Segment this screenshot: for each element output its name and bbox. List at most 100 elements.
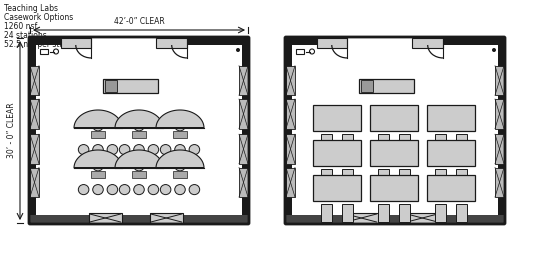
Ellipse shape <box>107 145 118 155</box>
Bar <box>296 49 304 54</box>
Ellipse shape <box>78 185 89 195</box>
Bar <box>156 38 187 48</box>
Bar <box>187 38 248 45</box>
Text: 30’ - 0” CLEAR: 30’ - 0” CLEAR <box>7 103 16 158</box>
Bar <box>239 167 248 197</box>
Bar <box>30 66 39 95</box>
Bar <box>435 134 446 152</box>
Bar <box>378 204 389 222</box>
Bar <box>495 134 504 164</box>
Text: Casework Options: Casework Options <box>4 13 73 22</box>
Bar <box>427 175 475 201</box>
Bar <box>242 38 248 223</box>
Bar <box>399 204 410 222</box>
Bar <box>406 213 439 223</box>
Polygon shape <box>115 150 163 168</box>
Bar <box>435 204 446 222</box>
Bar <box>40 49 48 54</box>
Bar <box>30 215 248 223</box>
Ellipse shape <box>175 145 185 155</box>
Bar <box>239 99 248 129</box>
Text: 24 stations: 24 stations <box>4 31 47 40</box>
Ellipse shape <box>160 185 171 195</box>
Bar <box>321 134 332 152</box>
Bar <box>313 140 361 166</box>
Bar <box>378 169 389 187</box>
Bar <box>30 38 36 223</box>
Polygon shape <box>74 150 122 168</box>
Ellipse shape <box>160 145 171 155</box>
Bar <box>456 169 467 187</box>
Ellipse shape <box>107 185 118 195</box>
Bar <box>286 99 295 129</box>
Polygon shape <box>115 110 163 128</box>
Bar <box>317 38 347 48</box>
Ellipse shape <box>78 145 89 155</box>
Bar <box>173 131 187 138</box>
Bar <box>286 38 504 223</box>
Ellipse shape <box>175 161 185 171</box>
Bar <box>498 38 504 223</box>
Ellipse shape <box>189 145 200 155</box>
Bar <box>456 134 467 152</box>
Bar <box>132 131 146 138</box>
Text: Teaching Labs: Teaching Labs <box>4 4 58 13</box>
Bar <box>435 169 446 187</box>
Bar <box>150 213 182 223</box>
Ellipse shape <box>134 185 144 195</box>
Bar <box>89 213 121 223</box>
Bar <box>239 66 248 95</box>
Ellipse shape <box>134 161 144 171</box>
Bar <box>313 175 361 201</box>
Text: 1260 nsf: 1260 nsf <box>4 22 37 31</box>
Bar <box>495 99 504 129</box>
Ellipse shape <box>119 185 130 195</box>
Bar <box>495 66 504 95</box>
Bar <box>30 99 39 129</box>
Bar <box>30 134 39 164</box>
Ellipse shape <box>189 185 200 195</box>
Bar <box>91 131 105 138</box>
Circle shape <box>492 48 496 52</box>
Bar <box>30 38 248 223</box>
Bar <box>30 167 39 197</box>
Bar <box>313 105 361 131</box>
Bar <box>286 38 292 223</box>
Polygon shape <box>74 110 122 128</box>
Bar <box>105 80 117 92</box>
Ellipse shape <box>93 185 103 195</box>
Ellipse shape <box>93 161 103 171</box>
Ellipse shape <box>134 145 144 155</box>
Bar <box>412 38 443 48</box>
Circle shape <box>236 48 240 52</box>
Bar <box>342 134 353 152</box>
Ellipse shape <box>134 121 144 131</box>
Bar <box>370 175 418 201</box>
Bar <box>173 171 187 178</box>
Text: 52.5 nsf per station: 52.5 nsf per station <box>4 40 79 49</box>
Ellipse shape <box>119 145 130 155</box>
Bar <box>342 204 353 222</box>
Bar <box>370 140 418 166</box>
Bar <box>495 167 504 197</box>
Bar <box>370 105 418 131</box>
Bar <box>286 66 295 95</box>
Bar <box>30 38 91 45</box>
Polygon shape <box>156 150 204 168</box>
Bar <box>321 169 332 187</box>
Ellipse shape <box>93 145 103 155</box>
Bar <box>342 169 353 187</box>
Bar <box>427 105 475 131</box>
Ellipse shape <box>175 121 185 131</box>
Bar <box>456 204 467 222</box>
Bar <box>378 134 389 152</box>
Bar <box>286 134 295 164</box>
Ellipse shape <box>148 185 159 195</box>
Ellipse shape <box>93 121 103 131</box>
Bar <box>427 140 475 166</box>
Bar <box>286 38 347 45</box>
Bar <box>345 213 378 223</box>
Bar <box>103 79 157 93</box>
Bar <box>60 38 91 48</box>
Bar <box>91 171 105 178</box>
